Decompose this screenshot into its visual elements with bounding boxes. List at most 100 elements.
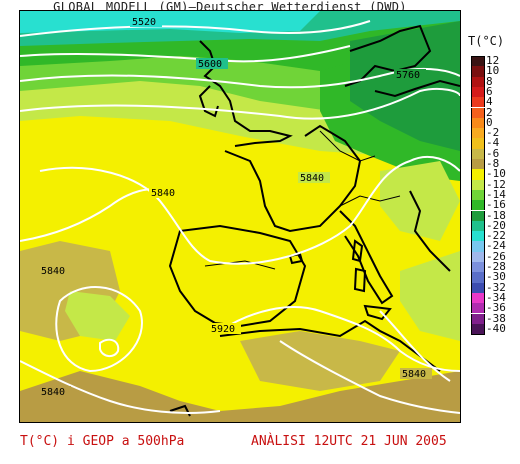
geopotential-contours [20,20,460,414]
label-bg-5840-center [39,265,71,276]
legend-swatch [471,128,485,139]
legend-label: -14 [486,187,506,201]
legend-swatch [471,66,485,77]
legend-label: -2 [486,126,500,140]
legend-swatch [471,231,485,242]
field-lightspot-west [65,291,130,341]
contour-label-5600: 5600 [198,59,222,70]
legend-swatch [471,86,485,98]
legend-swatch [471,251,485,262]
legend-label: 4 [486,95,493,109]
legend-swatch [471,76,485,87]
label-bg-5840-west [149,187,181,198]
legend-label: -28 [486,260,506,273]
north-africa-coast [219,319,441,372]
field-yellow-green-southeast [400,251,460,341]
contour-label-5840-west: 5840 [151,188,175,199]
legend-label: -10 [486,167,506,181]
legend-label: 10 [486,64,500,78]
contour-label-5840-center: 5840 [41,266,65,277]
label-bg-5920 [209,323,241,334]
sicily-coast [363,304,392,321]
legend-label: -30 [486,270,506,284]
legend-label: -6 [486,146,500,160]
legend-label: -20 [486,218,506,232]
label-bg-5840-france [298,172,330,183]
legend-swatch [471,282,485,293]
legend-label: 8 [486,74,493,88]
legend-label: -22 [486,229,506,243]
legend-swatch [471,313,485,324]
label-bg-5760 [394,69,426,80]
field-dark-green [350,21,460,151]
legend-swatch [471,220,485,232]
legend-label: -12 [486,177,506,191]
legend-swatch [471,210,485,221]
contour-label-5840-france: 5840 [300,173,324,184]
legend-swatch [471,303,485,314]
legend-swatch [471,56,485,68]
field-cyan [20,11,320,33]
contour-5920 [219,306,460,372]
legend-label: -16 [486,198,506,212]
field-olive-south [20,371,460,422]
label-bg-5520 [130,16,162,27]
sardinia-coast [353,267,367,293]
legend-label: -24 [486,239,506,253]
contour-5880-low [55,286,143,373]
legend-swatch [471,189,485,201]
weather-map: 5520 5600 5760 5840 5840 5840 5920 5840 … [19,10,461,423]
contour-label-5840-southwest: 5840 [41,387,65,398]
footer-analysis-time: ANÀLISI 12UTC 21 JUN 2005 [251,434,447,449]
legend-label: 6 [486,84,493,98]
legend-label: 12 [486,54,500,67]
legend-swatch [471,241,485,252]
contour-5760 [20,87,460,120]
baltic-coast [374,79,460,98]
field-olive-africa [240,331,400,391]
legend-swatch [471,107,485,118]
legend-label: -32 [486,280,506,294]
field-yellow-green-east [380,161,460,241]
legend-swatch [471,117,485,129]
legend-swatch [471,138,485,149]
legend-label: -26 [486,249,506,263]
germany-border [319,130,376,162]
legend-swatch [471,292,485,304]
contour-5840-west [20,188,166,242]
contour-label-5920: 5920 [211,324,235,335]
legend-label: 2 [486,105,493,119]
legend-swatch [471,262,485,273]
label-bg-5600 [196,58,228,69]
contour-5680 [20,67,460,89]
corsica-coast [351,239,364,263]
france-coast [224,124,362,233]
legend-swatch [471,97,485,108]
italy-coast [339,210,394,305]
ireland-coast [198,85,219,118]
legend-swatch [471,179,485,190]
balkan-coast [409,190,451,272]
iberia-coast [168,224,307,328]
contour-5840-east [379,310,451,382]
contour-label-5840-east: 5840 [402,369,426,380]
spain-portugal-border [204,260,276,270]
legend-label: -36 [486,301,506,315]
legend-label: -18 [486,208,506,222]
map-canvas: 5520 5600 5760 5840 5840 5840 5920 5840 … [20,11,460,422]
scandinavia-coast [344,24,432,87]
legend-label: -8 [486,157,500,170]
legend-swatch [471,169,485,180]
contour-5520 [20,20,371,37]
legend-label: -4 [486,136,500,150]
legend-swatch [471,272,485,283]
contour-5840-southwest [20,360,221,414]
legend-swatch [471,323,485,336]
legend-label: -34 [486,290,506,304]
footer-field-description: T(°C) i GEOP a 500hPa [20,434,185,449]
label-bg-5840-southwest [39,386,71,397]
legend-swatch [471,148,485,159]
legend-label: -40 [486,321,506,335]
contour-5920-south [279,340,460,414]
legend-swatch [471,159,485,170]
